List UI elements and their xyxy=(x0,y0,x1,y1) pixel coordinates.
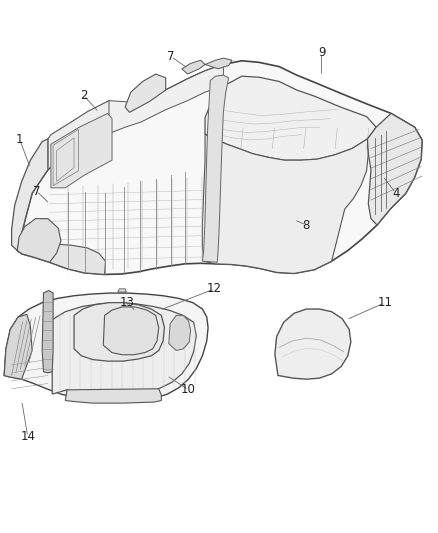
Text: 7: 7 xyxy=(33,184,40,198)
Text: 12: 12 xyxy=(207,282,222,295)
Text: 13: 13 xyxy=(120,296,135,309)
Polygon shape xyxy=(118,289,127,292)
Polygon shape xyxy=(125,74,166,112)
Text: 1: 1 xyxy=(16,133,24,147)
Text: 10: 10 xyxy=(181,383,196,397)
Text: 8: 8 xyxy=(303,219,310,231)
Polygon shape xyxy=(17,61,422,274)
Text: 2: 2 xyxy=(80,89,88,102)
Polygon shape xyxy=(169,316,191,351)
Text: 11: 11 xyxy=(378,296,392,309)
Polygon shape xyxy=(205,58,232,69)
Polygon shape xyxy=(182,60,205,74)
Polygon shape xyxy=(65,389,161,403)
Polygon shape xyxy=(103,307,159,355)
Polygon shape xyxy=(12,139,48,251)
Polygon shape xyxy=(367,114,422,225)
Polygon shape xyxy=(275,309,351,379)
Polygon shape xyxy=(42,290,53,373)
Polygon shape xyxy=(4,314,32,379)
Polygon shape xyxy=(109,64,223,134)
Text: 7: 7 xyxy=(167,50,175,63)
Polygon shape xyxy=(74,303,164,361)
Polygon shape xyxy=(17,219,61,262)
Polygon shape xyxy=(48,101,130,169)
Polygon shape xyxy=(51,114,112,188)
Polygon shape xyxy=(202,134,368,273)
Polygon shape xyxy=(17,244,106,274)
Polygon shape xyxy=(202,75,229,262)
Polygon shape xyxy=(4,293,208,402)
Polygon shape xyxy=(205,76,376,160)
Text: 9: 9 xyxy=(318,46,325,59)
Text: 4: 4 xyxy=(392,187,399,200)
Polygon shape xyxy=(52,303,196,395)
Text: 14: 14 xyxy=(20,430,35,443)
